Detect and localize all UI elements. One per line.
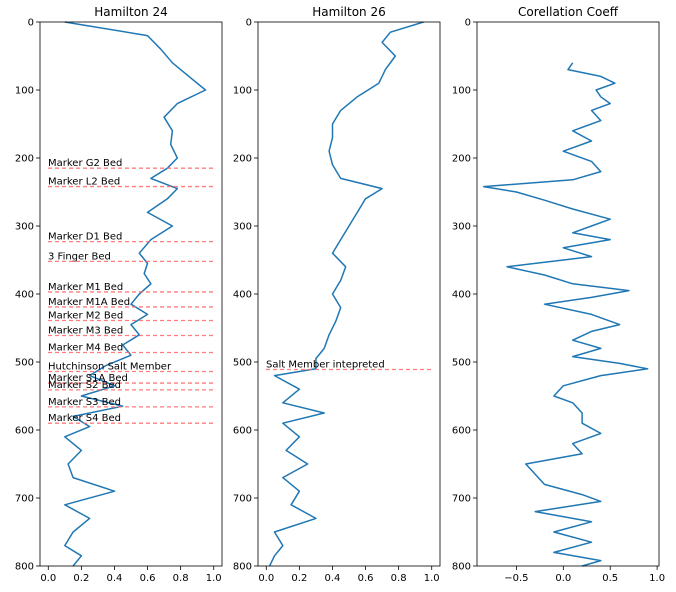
marker-label: Marker S4 Bed	[48, 413, 121, 424]
chart-title: Hamilton 24	[94, 5, 167, 19]
y-tick-label: 200	[452, 154, 471, 165]
marker-label: Marker M4 Bed	[48, 342, 123, 353]
y-tick-label: 800	[452, 562, 471, 573]
series-line-1	[64, 21, 207, 567]
x-tick-label: 0.0	[258, 573, 274, 584]
marker-label: Marker S2 Bed	[48, 380, 121, 391]
chart-title: Corellation Coeff	[518, 5, 619, 19]
chart-panel-3: Corellation Coeff 0 100 200 300 400 500 600 700 8…	[452, 5, 665, 584]
x-tick-label: 0.8	[173, 573, 189, 584]
y-tick-label: 700	[15, 494, 34, 505]
y-tick-label: 400	[452, 290, 471, 301]
marker-label: Marker D1 Bed	[48, 232, 122, 243]
x-tick-label: 0.6	[140, 573, 156, 584]
plot-frame	[39, 21, 223, 567]
series-line-1	[482, 62, 649, 567]
y-tick-label: 600	[15, 426, 34, 437]
y-tick-label: 500	[452, 358, 471, 369]
x-tick-label: 0.0	[555, 573, 571, 584]
x-tick-label: 0.4	[107, 573, 123, 584]
marker-label: Hutchinson Salt Member	[48, 362, 172, 373]
y-tick-label: 200	[15, 154, 34, 165]
y-tick-label: 300	[452, 222, 471, 233]
x-tick-label: 1.0	[424, 573, 440, 584]
marker-label: Marker G2 Bed	[48, 158, 122, 169]
marker-label: Marker M1 Bed	[48, 282, 123, 293]
x-tick-label: 1.0	[206, 573, 222, 584]
x-tick-label: 0.2	[291, 573, 307, 584]
y-tick-label: 700	[233, 494, 252, 505]
y-tick-label: 400	[15, 290, 34, 301]
chart-title: Hamilton 26	[312, 5, 385, 19]
x-tick-label: −0.5	[504, 573, 528, 584]
marker-label: Marker S1A Bed	[48, 373, 128, 384]
marker-label: Marker M2 Bed	[48, 311, 123, 322]
y-tick-label: 200	[233, 154, 252, 165]
y-tick-label: 800	[233, 562, 252, 573]
marker-label: Marker S3 Bed	[48, 397, 121, 408]
y-tick-label: 400	[233, 290, 252, 301]
marker-label: Salt Member intepreted	[266, 359, 385, 370]
y-tick-label: 700	[452, 494, 471, 505]
plot-frame	[476, 21, 660, 567]
x-tick-label: 0.5	[602, 573, 618, 584]
y-tick-label: 100	[233, 86, 252, 97]
y-tick-label: 500	[233, 358, 252, 369]
y-tick-label: 0	[28, 18, 34, 29]
marker-label: Marker M1A Bed	[48, 297, 130, 308]
y-tick-label: 600	[233, 426, 252, 437]
y-tick-label: 500	[15, 358, 34, 369]
x-tick-label: 0.6	[358, 573, 374, 584]
marker-label: 3 Finger Bed	[48, 251, 111, 262]
y-tick-label: 0	[465, 18, 471, 29]
x-tick-label: 1.0	[649, 573, 665, 584]
y-tick-label: 600	[452, 426, 471, 437]
chart-panel-1: Hamilton 24 Marker G2 Bed Marker L2 Bed Mar…	[15, 5, 223, 584]
marker-label: Marker M3 Bed	[48, 325, 123, 336]
series-line-1	[268, 21, 424, 567]
y-tick-label: 100	[452, 86, 471, 97]
y-tick-label: 300	[15, 222, 34, 233]
y-tick-label: 0	[246, 18, 252, 29]
y-tick-label: 300	[233, 222, 252, 233]
marker-label: Marker L2 Bed	[48, 177, 120, 188]
x-tick-label: 0.4	[325, 573, 341, 584]
x-tick-label: 0.8	[391, 573, 407, 584]
x-tick-label: 0.0	[40, 573, 56, 584]
x-tick-label: 0.2	[73, 573, 89, 584]
y-tick-label: 800	[15, 562, 34, 573]
chart-panel-2: Hamilton 26 Salt Member intepreted 0 100 200…	[233, 5, 441, 584]
y-tick-label: 100	[15, 86, 34, 97]
